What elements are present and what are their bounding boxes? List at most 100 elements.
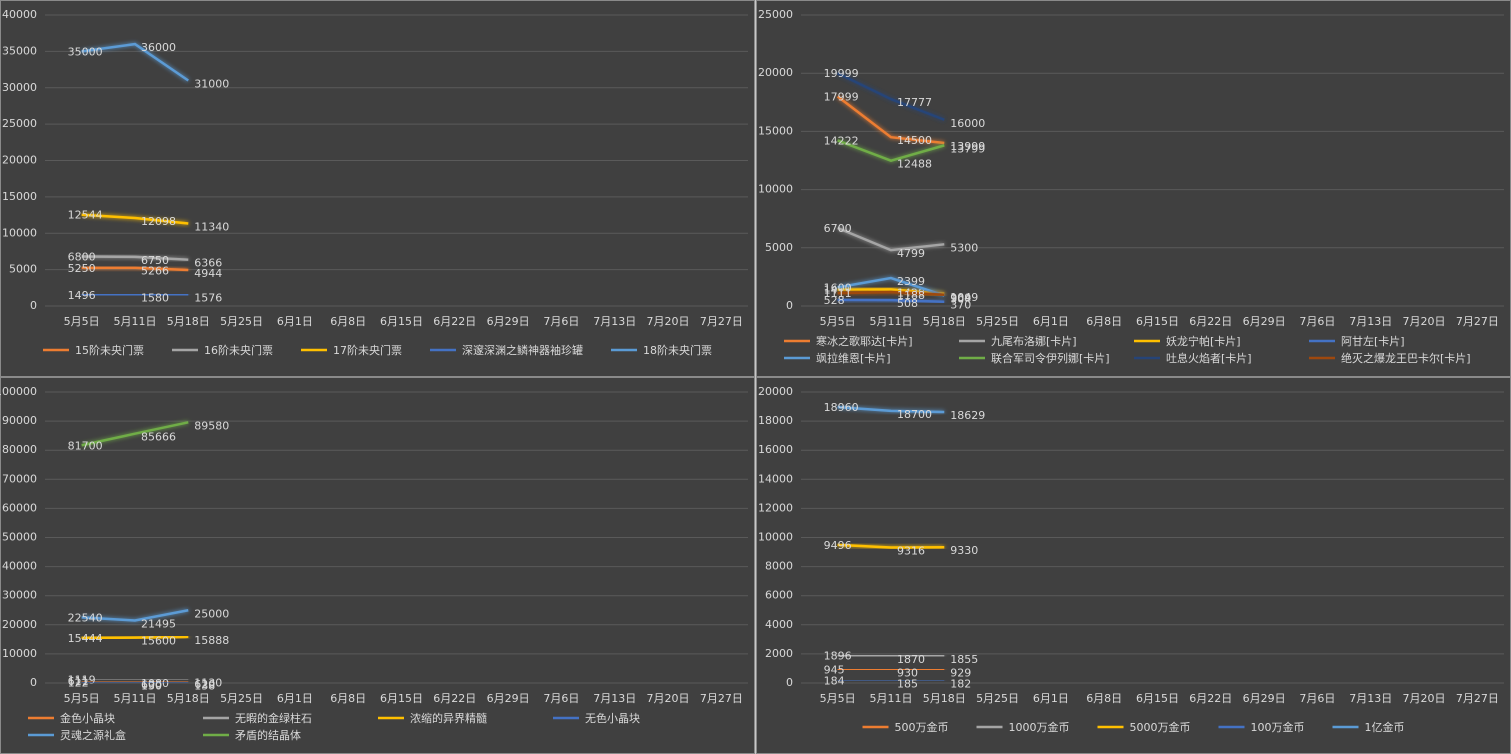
y-tick-label: 60000 bbox=[2, 501, 37, 514]
x-tick-label: 6月8日 bbox=[1086, 315, 1122, 328]
y-tick-label: 100000 bbox=[0, 385, 37, 398]
data-label: 15600 bbox=[141, 635, 176, 648]
legend-label: 金色小晶块 bbox=[60, 711, 115, 725]
series-line bbox=[81, 421, 189, 447]
series-line bbox=[837, 654, 945, 658]
data-label: 14222 bbox=[824, 134, 859, 147]
data-label: 11340 bbox=[194, 221, 229, 234]
legend-label: 阿甘左[卡片] bbox=[1341, 335, 1405, 348]
legend-label: 浓缩的异界精髓 bbox=[410, 711, 487, 725]
y-tick-label: 10000 bbox=[758, 531, 793, 544]
data-label: 5250 bbox=[68, 262, 96, 275]
y-tick-label: 50000 bbox=[2, 531, 37, 544]
x-tick-label: 5月25日 bbox=[976, 692, 1019, 705]
x-tick-label: 6月22日 bbox=[433, 315, 476, 328]
data-label: 1600 bbox=[824, 281, 852, 294]
legend-label: 500万金币 bbox=[895, 720, 949, 734]
data-label: 17999 bbox=[824, 90, 859, 103]
legend-item: 矛盾的结晶体 bbox=[203, 728, 301, 742]
y-tick-label: 6000 bbox=[765, 589, 793, 602]
x-tick-label: 6月22日 bbox=[1189, 315, 1232, 328]
y-tick-label: 30000 bbox=[2, 589, 37, 602]
y-tick-label: 10000 bbox=[758, 183, 793, 196]
y-tick-label: 5000 bbox=[9, 263, 37, 276]
legend-item: 18阶未央门票 bbox=[611, 343, 712, 357]
x-tick-label: 7月20日 bbox=[647, 315, 690, 328]
y-tick-label: 18000 bbox=[758, 414, 793, 427]
legend-item: 寒冰之歌耶达[卡片] bbox=[784, 334, 913, 348]
data-label: 185 bbox=[897, 677, 918, 690]
x-tick-label: 5月18日 bbox=[167, 692, 210, 705]
x-tick-label: 7月20日 bbox=[1403, 692, 1446, 705]
x-tick-label: 6月29日 bbox=[487, 315, 530, 328]
x-tick-label: 6月29日 bbox=[1243, 692, 1286, 705]
legend-label: 5000万金币 bbox=[1130, 720, 1191, 734]
y-tick-label: 70000 bbox=[2, 472, 37, 485]
series-line bbox=[837, 226, 945, 252]
y-tick-label: 35000 bbox=[2, 44, 37, 57]
data-label: 89580 bbox=[194, 419, 229, 432]
x-tick-label: 6月15日 bbox=[380, 692, 423, 705]
y-tick-label: 40000 bbox=[2, 8, 37, 21]
series-line bbox=[837, 298, 945, 303]
data-label: 5266 bbox=[141, 265, 169, 278]
x-tick-label: 6月15日 bbox=[380, 315, 423, 328]
legend-label: 18阶未央门票 bbox=[643, 343, 712, 357]
legend-item: 深邃深渊之鳞神器袖珍罐 bbox=[430, 343, 583, 357]
legend-item: 九尾布洛娜[卡片] bbox=[959, 334, 1077, 348]
x-tick-label: 7月27日 bbox=[1456, 315, 1499, 328]
y-tick-label: 25000 bbox=[2, 117, 37, 130]
legend-item: 16阶未央门票 bbox=[172, 343, 273, 357]
data-label: 18700 bbox=[897, 408, 932, 421]
data-label: 9316 bbox=[897, 544, 925, 557]
data-label: 929 bbox=[950, 666, 971, 679]
data-label: 9496 bbox=[824, 539, 852, 552]
data-label: 1855 bbox=[950, 653, 978, 666]
legend-label: 矛盾的结晶体 bbox=[235, 728, 301, 742]
y-tick-label: 12000 bbox=[758, 501, 793, 514]
data-label: 138 bbox=[194, 680, 215, 693]
x-tick-label: 7月13日 bbox=[593, 315, 636, 328]
data-label: 4944 bbox=[194, 267, 222, 280]
data-label: 13799 bbox=[950, 142, 985, 155]
x-tick-label: 5月18日 bbox=[167, 315, 210, 328]
legend-label: 15阶未央门票 bbox=[75, 343, 144, 357]
data-label: 930 bbox=[897, 666, 918, 679]
y-tick-label: 20000 bbox=[2, 618, 37, 631]
data-label: 15888 bbox=[194, 634, 229, 647]
chart-panel: 0 5000 10000 15000 20000 25000 5月5日 5月11日 5月18日 5… bbox=[756, 0, 1511, 377]
data-label: 12488 bbox=[897, 158, 932, 171]
data-label: 13999 bbox=[950, 140, 985, 153]
data-label: 5300 bbox=[950, 241, 978, 254]
data-label: 21495 bbox=[141, 617, 176, 630]
legend-label: 绝灭之爆龙王巴卡尔[卡片] bbox=[1341, 351, 1471, 365]
data-label: 1896 bbox=[824, 649, 852, 662]
x-tick-label: 7月6日 bbox=[543, 315, 579, 328]
data-label: 22540 bbox=[68, 611, 103, 624]
y-tick-label: 15000 bbox=[2, 190, 37, 203]
legend-label: 100万金币 bbox=[1251, 720, 1305, 734]
x-tick-label: 6月29日 bbox=[487, 692, 530, 705]
legend-item: 5000万金币 bbox=[1097, 720, 1191, 734]
x-tick-label: 7月27日 bbox=[700, 315, 743, 328]
x-tick-label: 5月5日 bbox=[64, 692, 100, 705]
series-line bbox=[837, 405, 945, 414]
x-tick-label: 5月11日 bbox=[869, 315, 912, 328]
y-tick-label: 25000 bbox=[758, 8, 793, 21]
data-label: 16000 bbox=[950, 117, 985, 130]
legend-item: 绝灭之爆龙王巴卡尔[卡片] bbox=[1309, 351, 1471, 365]
series-line bbox=[81, 266, 189, 272]
y-tick-label: 16000 bbox=[758, 443, 793, 456]
y-tick-label: 2000 bbox=[765, 647, 793, 660]
x-tick-label: 7月6日 bbox=[1299, 315, 1335, 328]
x-tick-label: 6月1日 bbox=[1033, 692, 1069, 705]
data-label: 1870 bbox=[897, 653, 925, 666]
x-tick-label: 5月25日 bbox=[976, 315, 1019, 328]
x-tick-label: 5月5日 bbox=[820, 692, 856, 705]
data-label: 35000 bbox=[68, 45, 103, 58]
x-tick-label: 5月5日 bbox=[820, 315, 856, 328]
x-tick-label: 6月15日 bbox=[1136, 692, 1179, 705]
y-tick-label: 40000 bbox=[2, 560, 37, 573]
series-line bbox=[837, 139, 945, 162]
legend-item: 阿甘左[卡片] bbox=[1309, 335, 1405, 348]
